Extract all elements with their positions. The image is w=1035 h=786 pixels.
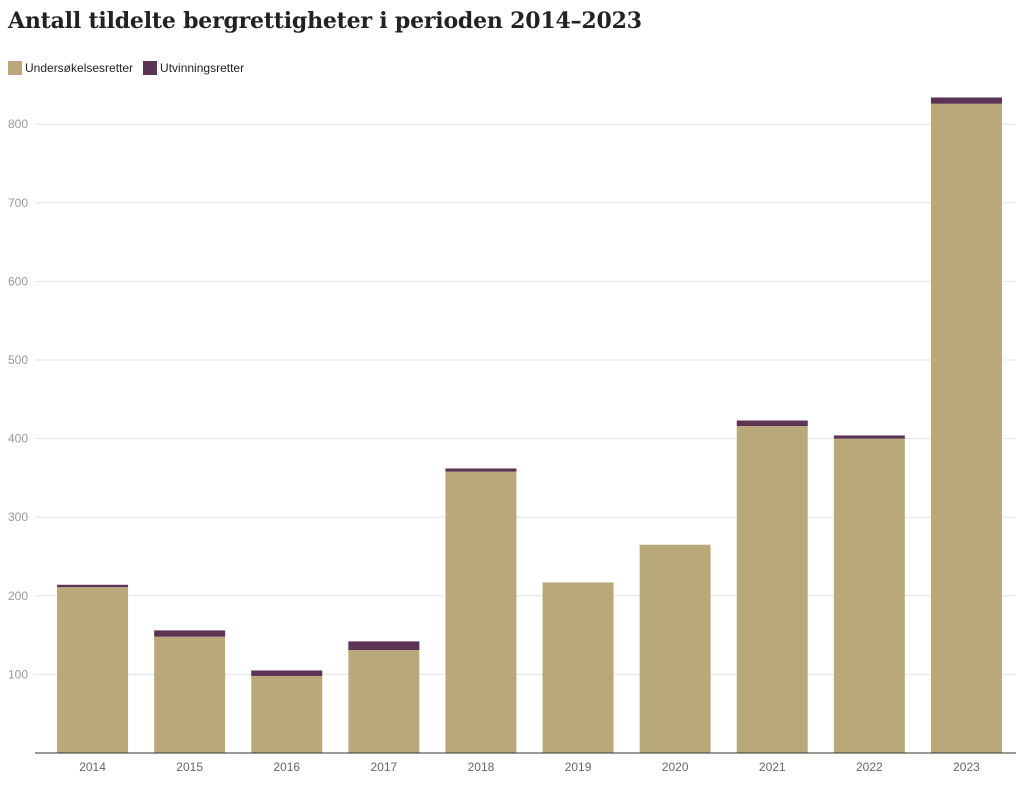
x-tick-label-2016: 2016 (273, 760, 300, 774)
legend: Undersøkelsesretter Utvinningsretter (8, 61, 254, 75)
bar-utvinningsretter-2015 (154, 630, 226, 637)
bar-undersokelsesretter-2014 (57, 587, 129, 753)
legend-swatch-undersokelsesretter (8, 61, 22, 75)
y-tick-label-700: 700 (8, 196, 28, 210)
bar-undersokelsesretter-2021 (736, 426, 808, 753)
bar-utvinningsretter-2018 (445, 468, 517, 472)
y-tick-label-100: 100 (8, 667, 28, 681)
legend-label-utvinningsretter: Utvinningsretter (160, 61, 245, 75)
y-tick-label-500: 500 (8, 353, 28, 367)
legend-item-undersokelsesretter: Undersøkelsesretter (8, 61, 133, 75)
bar-utvinningsretter-2014 (57, 584, 129, 588)
bar-undersokelsesretter-2020 (639, 544, 711, 753)
y-tick-label-300: 300 (8, 510, 28, 524)
bar-undersokelsesretter-2019 (542, 582, 614, 753)
legend-swatch-utvinningsretter (143, 61, 158, 75)
x-tick-label-2017: 2017 (370, 760, 397, 774)
x-tick-label-2014: 2014 (79, 760, 106, 774)
x-tick-label-2023: 2023 (953, 760, 980, 774)
legend-label-undersokelsesretter: Undersøkelsesretter (25, 61, 134, 75)
bar-utvinningsretter-2017 (348, 641, 420, 651)
bar-utvinningsretter-2023 (930, 97, 1002, 104)
y-tick-label-600: 600 (8, 274, 28, 288)
y-tick-label-400: 400 (8, 432, 28, 446)
bar-undersokelsesretter-2018 (445, 471, 517, 753)
legend-item-utvinningsretter: Utvinningsretter (143, 61, 244, 75)
x-tick-label-2018: 2018 (468, 760, 495, 774)
bar-undersokelsesretter-2023 (930, 103, 1002, 754)
y-tick-label-800: 800 (8, 117, 28, 131)
bar-undersokelsesretter-2022 (833, 438, 905, 753)
x-tick-label-2021: 2021 (759, 760, 786, 774)
x-tick-label-2020: 2020 (662, 760, 689, 774)
bar-utvinningsretter-2022 (833, 435, 905, 439)
bar-undersokelsesretter-2015 (154, 636, 226, 753)
x-tick-label-2022: 2022 (856, 760, 883, 774)
y-tick-label-200: 200 (8, 589, 28, 603)
x-tick-label-2019: 2019 (565, 760, 592, 774)
bar-undersokelsesretter-2016 (251, 675, 323, 753)
bar-utvinningsretter-2021 (736, 420, 808, 427)
bar-utvinningsretter-2016 (251, 670, 323, 676)
chart-title: Antall tildelte bergrettigheter i period… (8, 8, 642, 34)
x-tick-label-2015: 2015 (176, 760, 203, 774)
bar-undersokelsesretter-2017 (348, 650, 420, 753)
